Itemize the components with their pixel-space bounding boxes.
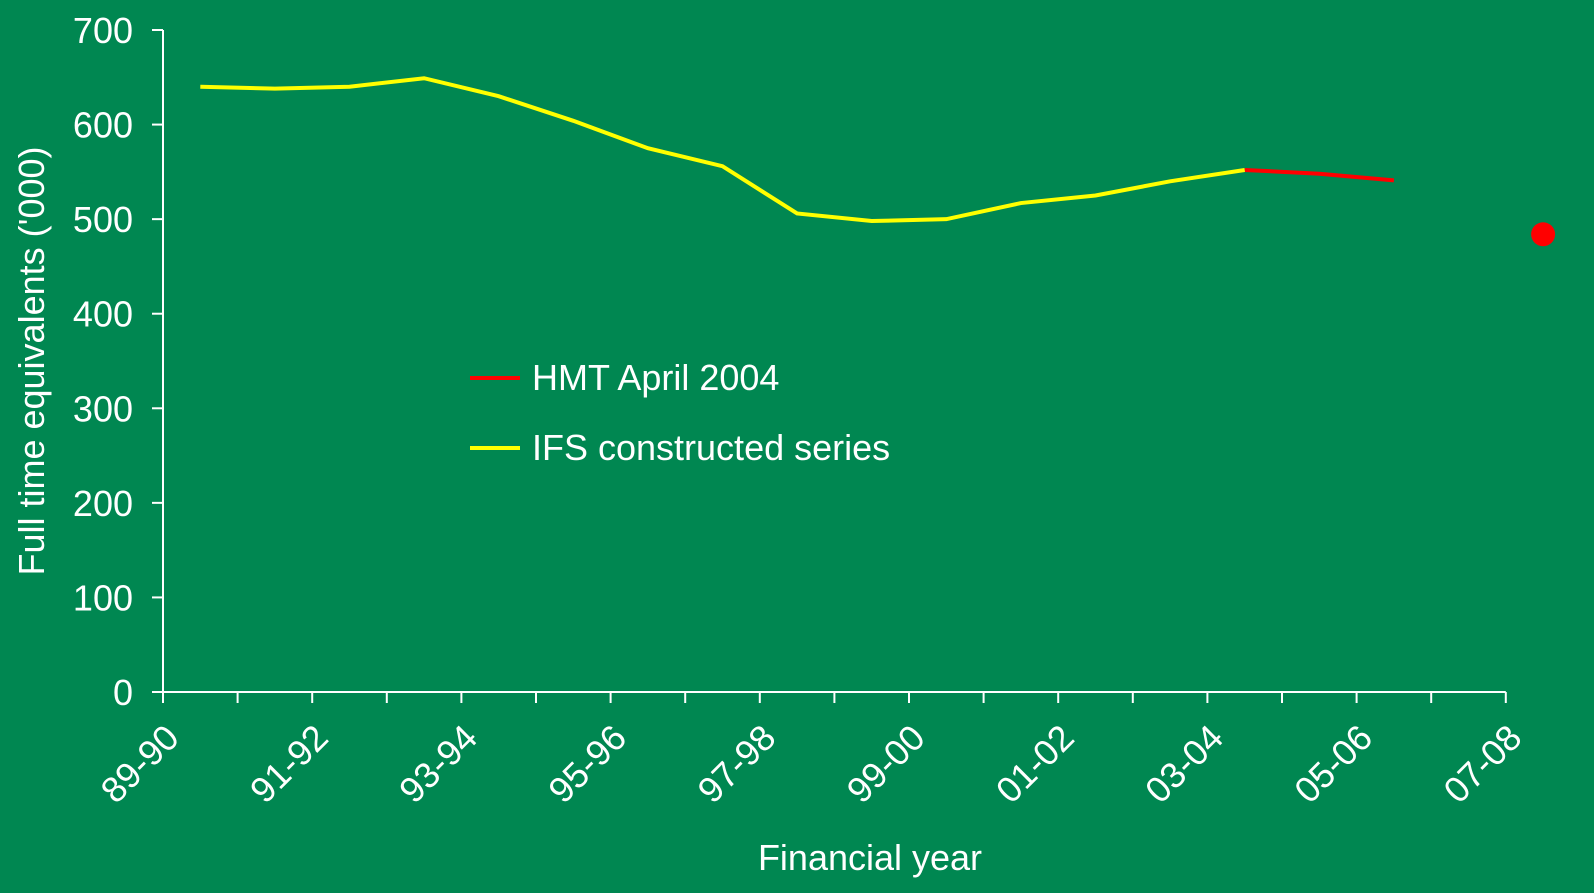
- series-line: [1244, 167, 1395, 183]
- y-tick-label: 100: [73, 577, 133, 618]
- y-tick-label: 0: [113, 672, 133, 713]
- y-tick-label: 600: [73, 105, 133, 146]
- legend-label: HMT April 2004: [532, 357, 779, 398]
- y-tick-label: 500: [73, 199, 133, 240]
- x-axis-title: Financial year: [758, 837, 982, 878]
- data-point: [1531, 222, 1556, 247]
- series-line: [200, 76, 1246, 224]
- y-tick-label: 700: [73, 10, 133, 51]
- legend-label: IFS constructed series: [532, 427, 890, 468]
- y-tick-label: 300: [73, 388, 133, 429]
- y-tick-label: 200: [73, 483, 133, 524]
- y-axis-title: Full time equivalents ('000): [11, 146, 52, 575]
- y-tick-label: 400: [73, 294, 133, 335]
